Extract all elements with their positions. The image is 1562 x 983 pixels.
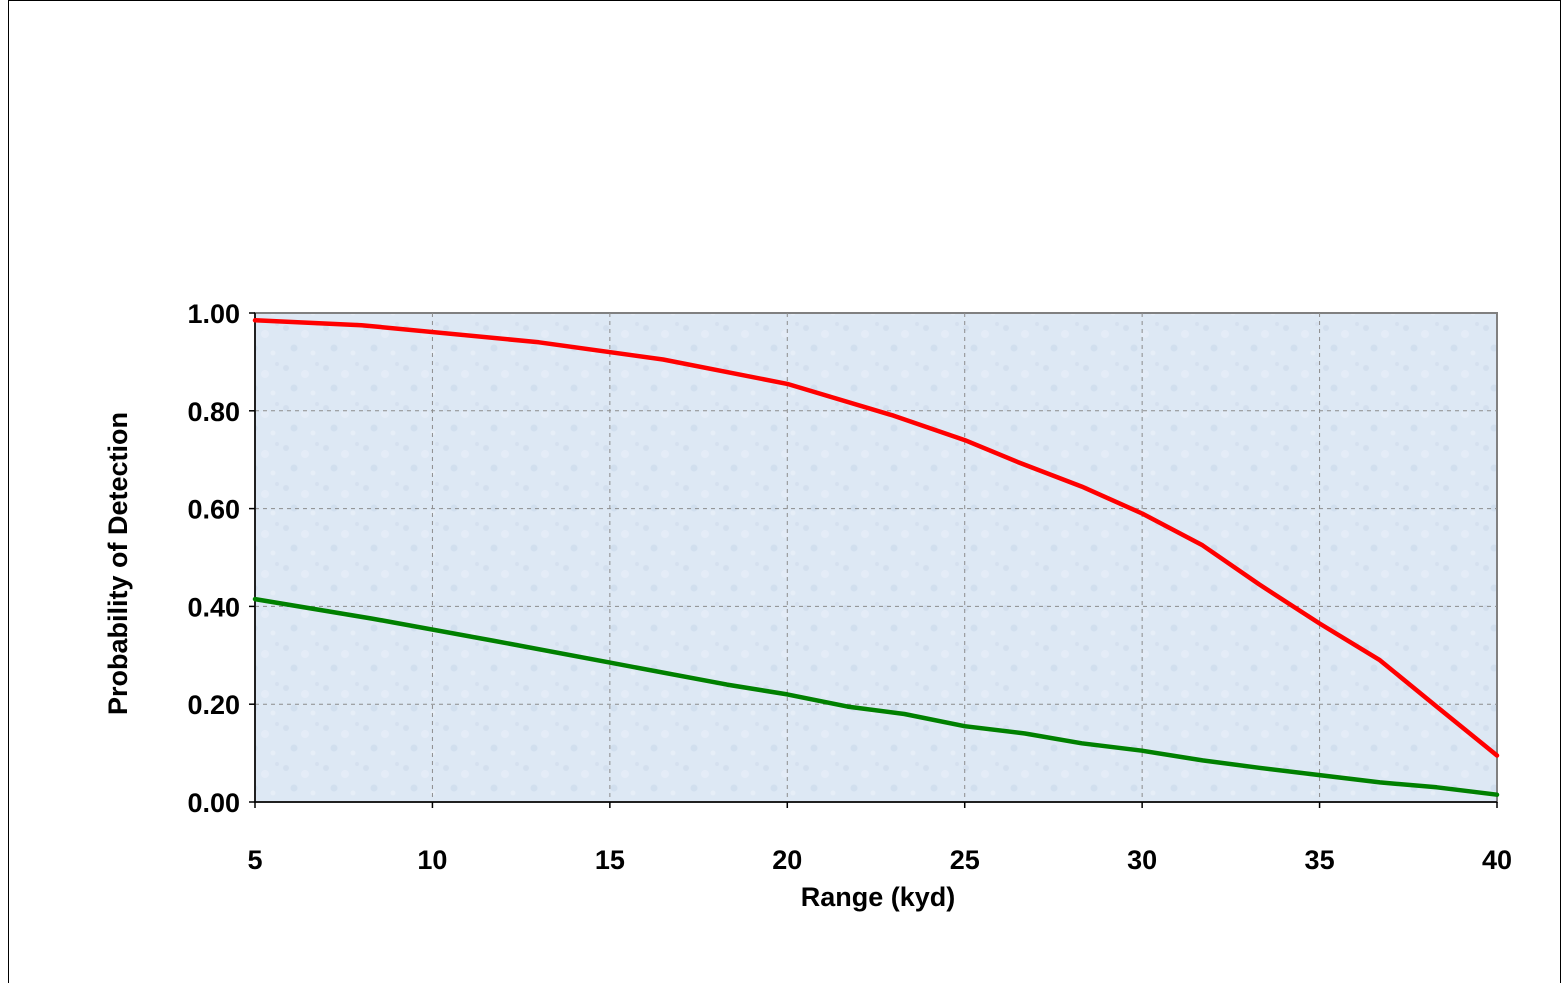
- x-axis-title: Range (kyd): [801, 882, 956, 912]
- x-tick-label: 30: [1127, 845, 1157, 875]
- y-tick-label: 0.00: [187, 788, 240, 818]
- x-tick-label: 5: [247, 845, 262, 875]
- x-tick-label: 40: [1482, 845, 1512, 875]
- y-tick-label: 1.00: [187, 299, 240, 329]
- x-tick-label: 10: [417, 845, 447, 875]
- x-tick-label: 20: [772, 845, 802, 875]
- chart-frame: [8, 0, 1561, 983]
- y-axis-title: Probability of Detection: [103, 412, 133, 715]
- y-tick-label: 0.80: [187, 397, 240, 427]
- y-tick-label: 0.40: [187, 592, 240, 622]
- x-tick-label: 35: [1305, 845, 1335, 875]
- y-tick-label: 0.20: [187, 690, 240, 720]
- series-line-0: [252, 318, 1500, 758]
- x-tick-label: 25: [950, 845, 980, 875]
- plot-area: [254, 312, 1498, 803]
- y-tick-label: 0.60: [187, 495, 240, 525]
- x-tick-label: 15: [595, 845, 625, 875]
- series-line-1: [252, 596, 1500, 797]
